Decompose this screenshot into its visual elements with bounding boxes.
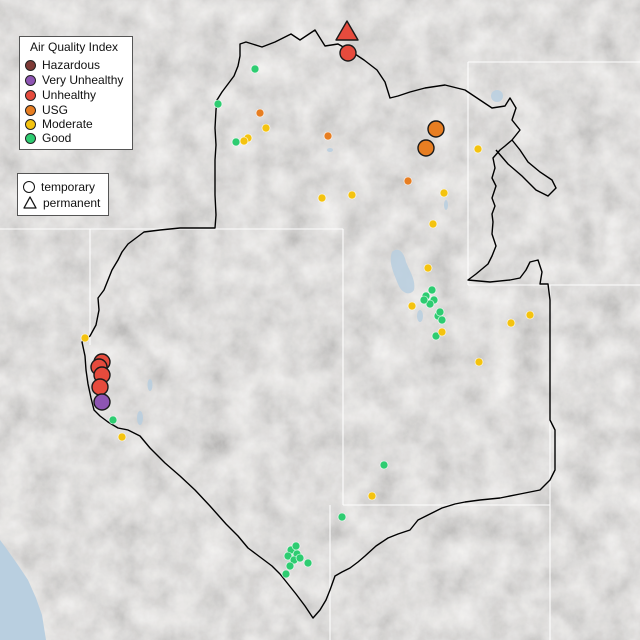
monitor-good[interactable]: [295, 553, 305, 563]
monitor-moderate[interactable]: [367, 491, 377, 501]
monitor-good[interactable]: [291, 541, 301, 551]
monitor-good[interactable]: [281, 569, 291, 579]
triangle-icon: [23, 196, 37, 209]
aqi-legend-label: Very Unhealthy: [42, 73, 124, 87]
aqi-legend-very-unhealthy: Very Unhealthy: [25, 73, 123, 87]
aqi-legend-label: USG: [42, 103, 69, 117]
monitor-moderate[interactable]: [239, 136, 249, 146]
monitor-good[interactable]: [283, 551, 293, 561]
temporary-monitor-unhealthy[interactable]: [91, 378, 109, 396]
monitor-good[interactable]: [425, 299, 435, 309]
monitor-moderate[interactable]: [428, 219, 438, 229]
temporary-monitors: [90, 44, 445, 411]
monitor-good[interactable]: [419, 295, 429, 305]
aqi-legend-unhealthy: Unhealthy: [25, 88, 96, 102]
bear-lake: [444, 200, 448, 210]
lake-tahoe: [137, 411, 143, 425]
yellowstone-lake: [491, 90, 503, 102]
pyramid-lake: [147, 379, 153, 391]
aqi-legend-moderate: Moderate: [25, 117, 93, 131]
monitor-moderate[interactable]: [525, 310, 535, 320]
temporary-monitor-usg[interactable]: [417, 139, 435, 157]
monitor-moderate[interactable]: [506, 318, 516, 328]
monitor-moderate[interactable]: [439, 188, 449, 198]
monitor-good[interactable]: [250, 64, 260, 74]
unhealthy-swatch: [25, 89, 36, 101]
aqi-legend: Air Quality Index Hazardous Very Unhealt…: [19, 36, 133, 150]
monitor-moderate[interactable]: [423, 263, 433, 273]
very-unhealthy-swatch: [25, 74, 36, 86]
monitor-type-label: temporary: [41, 179, 96, 194]
monitor-good[interactable]: [108, 415, 118, 425]
monitor-type-legend: temporary permanent: [17, 173, 109, 216]
aqi-legend-good: Good: [25, 131, 71, 145]
monitor-usg[interactable]: [323, 131, 333, 141]
aqi-legend-usg: USG: [25, 103, 68, 117]
monitor-good[interactable]: [437, 315, 447, 325]
monitor-usg[interactable]: [255, 108, 265, 118]
usg-swatch: [25, 104, 36, 116]
monitor-good[interactable]: [303, 558, 313, 568]
monitor-moderate[interactable]: [347, 190, 357, 200]
monitor-moderate[interactable]: [407, 301, 417, 311]
temporary-monitor-usg[interactable]: [427, 120, 445, 138]
wyoming-inner-boundary: [495, 139, 557, 197]
monitor-good[interactable]: [285, 561, 295, 571]
monitor-good[interactable]: [427, 285, 437, 295]
monitor-type-temporary: temporary: [23, 179, 95, 194]
monitor-moderate[interactable]: [117, 432, 127, 442]
monitor-moderate[interactable]: [261, 123, 271, 133]
aqi-legend-hazardous: Hazardous: [25, 58, 100, 72]
monitor-moderate[interactable]: [474, 357, 484, 367]
aqi-legend-label: Good: [42, 131, 72, 145]
hazardous-swatch: [25, 59, 36, 71]
lake-small-1: [327, 148, 333, 152]
monitor-good[interactable]: [231, 137, 241, 147]
aqi-legend-title: Air Quality Index: [30, 40, 119, 54]
permanent-monitor-unhealthy[interactable]: [335, 20, 359, 41]
great-salt-lake: [390, 249, 415, 294]
aqi-legend-label: Unhealthy: [42, 88, 97, 102]
monitor-type-permanent: permanent: [23, 195, 100, 210]
monitor-moderate[interactable]: [317, 193, 327, 203]
monitor-usg[interactable]: [403, 176, 413, 186]
monitor-markers: [80, 64, 535, 579]
temporary-monitor-unhealthy[interactable]: [339, 44, 357, 62]
moderate-swatch: [25, 118, 36, 130]
aqi-legend-label: Moderate: [42, 117, 93, 131]
circle-icon: [23, 180, 35, 193]
monitor-moderate[interactable]: [437, 327, 447, 337]
monitor-good[interactable]: [379, 460, 389, 470]
utah-lake: [417, 310, 423, 322]
monitor-good[interactable]: [337, 512, 347, 522]
monitor-good[interactable]: [435, 307, 445, 317]
monitor-type-label: permanent: [43, 195, 101, 210]
ocean: [0, 540, 46, 640]
temporary-monitor-very-unhealthy[interactable]: [93, 393, 111, 411]
monitor-moderate[interactable]: [473, 144, 483, 154]
good-swatch: [25, 132, 36, 144]
monitor-moderate[interactable]: [80, 333, 90, 343]
aqi-legend-label: Hazardous: [42, 58, 101, 72]
monitor-good[interactable]: [431, 331, 441, 341]
monitor-good[interactable]: [213, 99, 223, 109]
region-boundary: [81, 29, 556, 619]
